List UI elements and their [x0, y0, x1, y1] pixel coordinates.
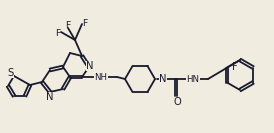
Text: F: F — [82, 20, 88, 28]
Text: NH: NH — [95, 72, 107, 82]
Text: HN: HN — [187, 74, 199, 84]
Text: F: F — [232, 61, 238, 72]
Text: N: N — [86, 61, 94, 71]
Text: O: O — [173, 97, 181, 107]
Text: S: S — [8, 68, 14, 78]
Text: N: N — [159, 74, 167, 84]
Text: N: N — [46, 92, 54, 102]
Text: F: F — [55, 28, 61, 38]
Text: F: F — [65, 22, 71, 30]
